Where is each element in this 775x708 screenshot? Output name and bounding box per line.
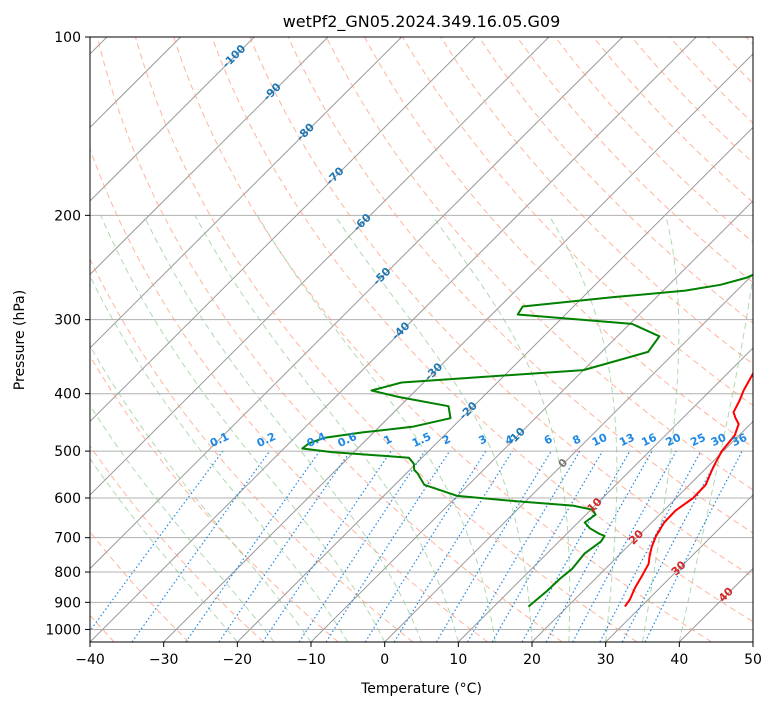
dry-adiabat-line (90, 355, 339, 642)
y-tick-label: 600 (54, 491, 81, 507)
x-tick-label: 10 (449, 652, 467, 668)
moist-adiabat-line (678, 272, 753, 642)
x-tick-label: 30 (597, 652, 615, 668)
moist-adiabat-line (90, 404, 275, 642)
mixing-ratio-label: 25 (688, 431, 707, 449)
y-tick-label: 200 (54, 208, 81, 224)
moist-adiabat-line (90, 457, 238, 642)
mixing-ratio-line (545, 450, 653, 642)
mixing-ratio-line (393, 450, 513, 642)
x-tick-label: 20 (523, 652, 541, 668)
mixing-ratio-label: 10 (590, 431, 610, 449)
chart-title: wetPf2_GN05.2024.349.16.05.G09 (283, 12, 561, 32)
mixing-ratio-label: 30 (709, 431, 729, 449)
y-tick-label: 300 (54, 313, 81, 329)
x-tick-label: −40 (75, 652, 105, 668)
mixing-ratio-line (185, 450, 321, 642)
isotherm-line (531, 420, 753, 642)
moist-adiabat-line (194, 215, 459, 642)
dry-adiabat-line (90, 445, 264, 642)
isotherm-line (90, 37, 550, 496)
x-tick-label: −10 (296, 652, 326, 668)
y-tick-label: 400 (54, 387, 81, 403)
mixing-ratio-line (262, 450, 392, 642)
mixing-ratio-line (572, 450, 677, 642)
dry-adiabat-line (325, 37, 753, 491)
y-tick-label: 800 (54, 565, 81, 581)
y-tick-label: 100 (54, 30, 81, 46)
plot-frame (89, 36, 754, 643)
dry-adiabat-line (96, 37, 563, 642)
y-axis-label: Pressure (hPa) (12, 290, 28, 390)
isotherm-line (90, 37, 402, 349)
y-tick-label: 900 (54, 595, 81, 611)
moist-adiabat-line (548, 215, 618, 642)
dewpoint-line (301, 273, 753, 608)
isotherm-line (605, 494, 753, 642)
isotherm-line (457, 347, 753, 642)
dry-adiabat-line (90, 258, 414, 642)
moist-adiabat-line (642, 215, 680, 642)
isotherm-line (236, 126, 753, 642)
temperature-line (624, 371, 753, 608)
isotherm-line (90, 37, 329, 276)
mixing-ratio-line (298, 450, 426, 642)
isotherm-line (90, 37, 255, 202)
dry-adiabat-line (134, 37, 638, 642)
dry-adiabat-line (516, 37, 753, 284)
dry-adiabat-line (249, 37, 753, 578)
mixing-ratio-line (364, 450, 487, 642)
mixing-ratio-line (325, 450, 451, 642)
isotherm-line (90, 37, 623, 570)
y-tick-label: 1000 (45, 622, 81, 638)
profile-lines (301, 273, 753, 608)
isotherm-line (163, 53, 753, 642)
y-tick-label: 700 (54, 531, 81, 547)
x-axis-label: Temperature (°C) (360, 681, 482, 697)
axes: −40 −30 −20 −10 0 10 20 30 40 50 100 200 300 400 500 60… (45, 30, 762, 668)
mixing-ratio-label: 16 (639, 431, 659, 449)
mixing-ratio-line (644, 450, 743, 642)
moist-adiabat-line (90, 344, 312, 642)
mixing-ratio-line (131, 450, 271, 642)
y-tick-label: 500 (54, 444, 81, 460)
x-tick-label: −20 (223, 652, 253, 668)
moist-adiabat-line (100, 215, 386, 642)
x-tick-label: 0 (380, 652, 389, 668)
mixing-ratio-label: 20 (664, 431, 684, 449)
x-tick-label: 50 (744, 652, 762, 668)
moist-adiabat-line (431, 215, 571, 642)
reference-lines (90, 37, 753, 642)
moist-adiabat-line (334, 215, 533, 642)
mixing-ratio-line (218, 450, 351, 642)
mixing-ratio-line (521, 450, 631, 642)
dry-adiabat-line (287, 37, 753, 534)
isotherm-line (384, 273, 753, 642)
mixing-ratio-label: 13 (617, 431, 636, 449)
moist-adiabat-line (143, 215, 422, 642)
dry-adiabat-line (211, 37, 753, 623)
mixing-ratio-line (90, 450, 224, 632)
isotherm-line (90, 37, 476, 423)
x-tick-label: 40 (670, 652, 688, 668)
mixing-ratio-label: 36 (730, 431, 750, 449)
dry-adiabat-line (173, 37, 712, 642)
x-tick-label: −30 (149, 652, 179, 668)
